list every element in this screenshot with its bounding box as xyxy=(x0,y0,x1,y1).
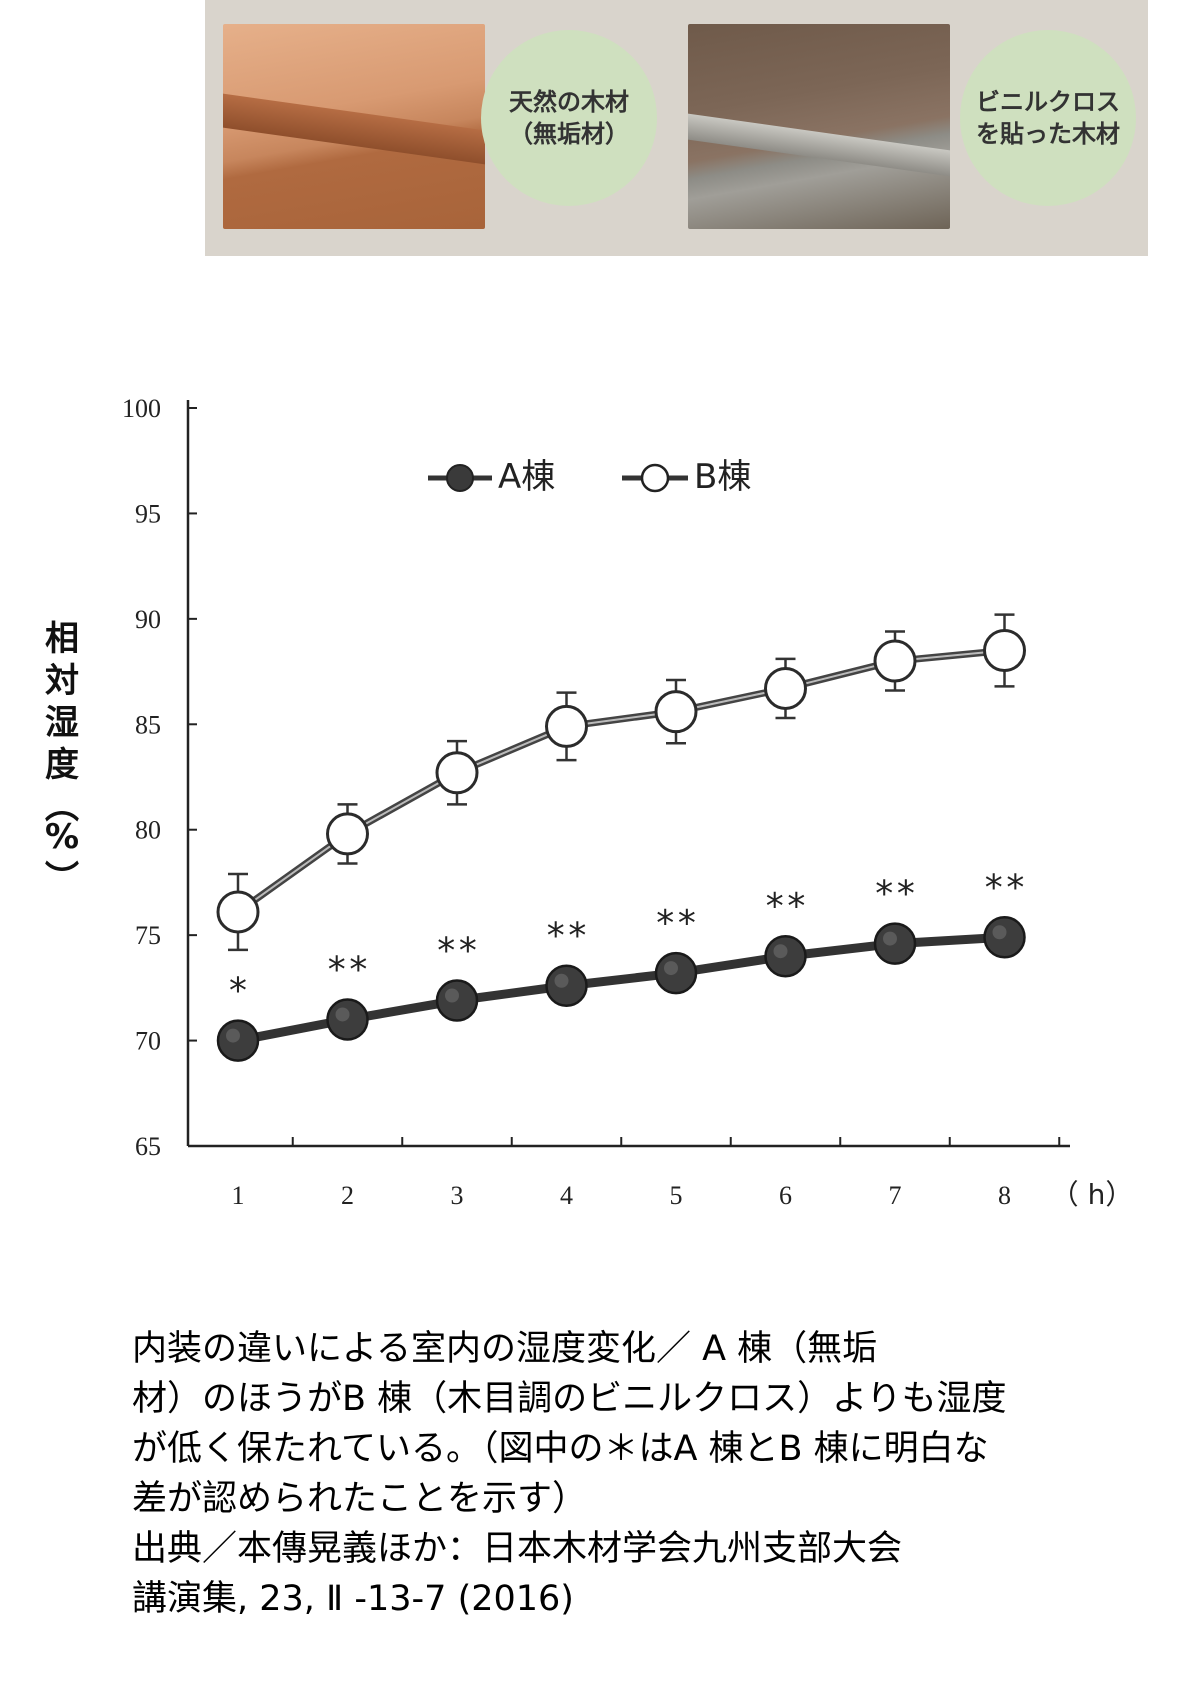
series-b-point xyxy=(654,690,698,734)
vinyl-wood-label: ビニルクロス を貼った木材 xyxy=(960,30,1136,206)
series-a-point-shade xyxy=(554,973,569,988)
y-tick-label: 70 xyxy=(135,1027,161,1056)
series-b-point xyxy=(216,890,260,934)
y-axis-label-char: 度 xyxy=(45,745,79,785)
x-tick-label: 7 xyxy=(889,1181,902,1210)
x-tick-label: 3 xyxy=(451,1181,464,1210)
significance-mark: ** xyxy=(873,874,916,915)
series-b-point xyxy=(983,628,1026,672)
significance-mark: ** xyxy=(326,949,369,990)
legend-label-a: A棟 xyxy=(498,457,555,497)
y-tick-label: 65 xyxy=(135,1132,161,1161)
y-axis-label-char: ︶ xyxy=(45,859,79,899)
significance-mark: ** xyxy=(435,931,478,972)
series-a-point xyxy=(326,998,369,1041)
caption-line-3: が低く保たれている。（図中の＊はA 棟とB 棟に明白な xyxy=(132,1429,989,1469)
y-axis-label-char: ︵ xyxy=(45,787,79,827)
natural-wood-label-line2: （無垢材） xyxy=(509,120,629,148)
y-tick-label: 100 xyxy=(122,394,161,423)
legend-label-b: B棟 xyxy=(694,457,751,497)
significance-mark: ** xyxy=(654,903,697,944)
x-tick-label: 8 xyxy=(998,1181,1011,1210)
y-tick-label: 80 xyxy=(135,816,161,845)
y-tick-label: 95 xyxy=(135,499,161,528)
natural-wood-label: 天然の木材 （無垢材） xyxy=(481,30,657,206)
x-tick-label: 6 xyxy=(779,1181,792,1210)
caption-line-1: 内装の違いによる室内の湿度変化／ A 棟（無垢 xyxy=(132,1329,878,1369)
caption-source-line-2: 講演集, 23, Ⅱ -13-7 (2016) xyxy=(132,1579,574,1619)
series-a-point xyxy=(764,934,807,978)
x-tick-label: 2 xyxy=(341,1181,354,1210)
series-a-point xyxy=(216,1019,260,1062)
significance-mark: ** xyxy=(983,867,1026,908)
vinyl-wood-label-line2: を貼った木材 xyxy=(976,120,1120,148)
y-tick-label: 85 xyxy=(135,710,161,739)
series-a-point xyxy=(435,979,479,1022)
series-a-point xyxy=(654,951,698,995)
series-a-point xyxy=(983,916,1026,959)
y-axis-label-char: 対 xyxy=(45,661,79,701)
series-a-point-shade xyxy=(773,944,788,959)
series-a-point xyxy=(873,922,917,965)
series-a-point-shade xyxy=(992,925,1007,940)
natural-wood-photo xyxy=(223,24,485,229)
y-axis-label-char: 湿 xyxy=(45,703,79,743)
series-b-point xyxy=(435,751,479,795)
significance-mark: ** xyxy=(764,886,807,927)
series-a-point-shade xyxy=(664,961,678,976)
legend-marker-b xyxy=(640,463,670,493)
vinyl-wood-photo xyxy=(688,24,950,229)
series-a-point-shade xyxy=(226,1028,240,1043)
series-b-point xyxy=(545,704,588,748)
series-b-point xyxy=(873,639,917,683)
x-tick-label: 1 xyxy=(232,1181,245,1210)
y-tick-label: 90 xyxy=(135,605,161,634)
figure-caption: 内装の違いによる室内の湿度変化／ A 棟（無垢 材）のほうがB 棟（木目調のビニ… xyxy=(132,1324,1162,1624)
x-tick-label: 5 xyxy=(670,1181,683,1210)
series-a-point-shade xyxy=(445,988,459,1003)
y-tick-label: 75 xyxy=(135,921,161,950)
natural-wood-label-line1: 天然の木材 xyxy=(509,87,629,116)
legend-marker-a xyxy=(446,464,474,492)
series-b-point xyxy=(764,666,807,710)
x-tick-label: 4 xyxy=(560,1181,573,1210)
series-a-point xyxy=(545,964,588,1007)
series-b-point xyxy=(326,812,369,856)
significance-mark: * xyxy=(227,971,249,1012)
photo-banner: 天然の木材 （無垢材） ビニルクロス を貼った木材 xyxy=(205,0,1148,256)
y-axis-label-char: % xyxy=(45,817,79,857)
series-a-point-shade xyxy=(883,931,897,946)
vinyl-wood-label-line1: ビニルクロス xyxy=(976,87,1120,116)
caption-source-line-1: 出典／本傳晃義ほか：日本木材学会九州支部大会 xyxy=(132,1529,903,1569)
y-axis-label-char: 相 xyxy=(45,619,79,659)
caption-line-4: 差が認められたことを示す） xyxy=(132,1479,588,1519)
x-axis-unit: （ h） xyxy=(1051,1178,1134,1211)
series-a-point-shade xyxy=(335,1007,350,1022)
caption-line-2: 材）のほうがB 棟（木目調のビニルクロス）よりも湿度 xyxy=(132,1379,1007,1419)
significance-mark: ** xyxy=(545,916,588,957)
